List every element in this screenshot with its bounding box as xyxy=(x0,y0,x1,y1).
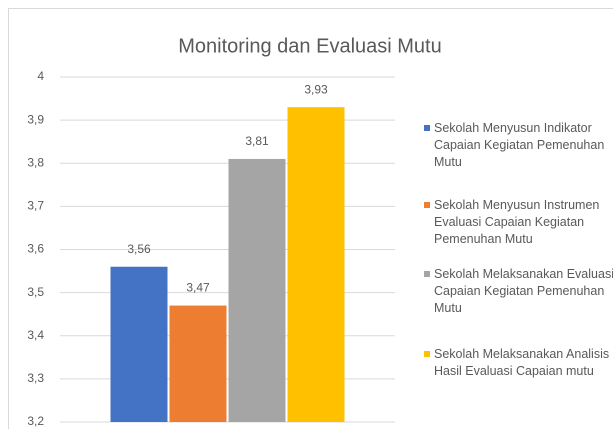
legend-label: Sekolah Melaksanakan Evaluasi Capaian Ke… xyxy=(434,267,613,315)
bar xyxy=(169,305,227,422)
y-tick-label: 4 xyxy=(37,69,44,83)
y-tick-label: 3,7 xyxy=(27,199,44,213)
legend-item: Sekolah Melaksanakan Analisis Hasil Eval… xyxy=(424,346,613,380)
legend-swatch xyxy=(424,351,430,357)
legend-item: Sekolah Menyusun Indikator Capaian Kegia… xyxy=(424,120,613,171)
data-label: 3,47 xyxy=(186,281,210,295)
legend-item: Sekolah Menyusun Instrumen Evaluasi Capa… xyxy=(424,197,613,248)
legend-swatch xyxy=(424,125,430,131)
data-label: 3,81 xyxy=(245,134,269,148)
y-tick-label: 3,8 xyxy=(27,155,44,169)
data-label: 3,93 xyxy=(304,82,328,96)
data-label: 3,56 xyxy=(127,242,151,256)
y-tick-label: 3,3 xyxy=(27,371,44,385)
y-tick-label: 3,4 xyxy=(27,328,44,342)
chart-title: Monitoring dan Evaluasi Mutu xyxy=(178,35,441,57)
legend-swatch xyxy=(424,202,430,208)
bar xyxy=(228,158,286,422)
y-tick-label: 3,2 xyxy=(27,414,44,428)
bar xyxy=(110,266,168,422)
legend-label: Sekolah Menyusun Instrumen Evaluasi Capa… xyxy=(434,198,600,246)
y-tick-label: 3,5 xyxy=(27,285,44,299)
bar xyxy=(287,107,345,422)
y-tick-label: 3,6 xyxy=(27,242,44,256)
legend-item: Sekolah Melaksanakan Evaluasi Capaian Ke… xyxy=(424,266,613,317)
legend-label: Sekolah Menyusun Indikator Capaian Kegia… xyxy=(434,121,605,169)
legend-label: Sekolah Melaksanakan Analisis Hasil Eval… xyxy=(434,347,610,378)
chart-border xyxy=(8,8,613,429)
legend-swatch xyxy=(424,271,430,277)
y-tick-label: 3,9 xyxy=(27,112,44,126)
